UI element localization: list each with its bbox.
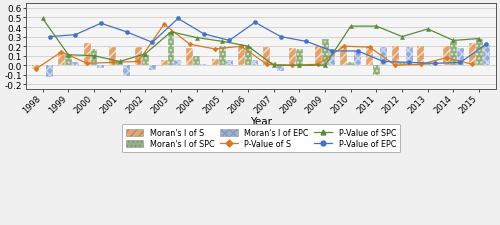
Bar (72, 63, 78, 66)
Bar (193, 56, 200, 66)
Bar (277, 66, 284, 72)
Bar (406, 48, 412, 66)
Bar (270, 63, 277, 66)
Bar (398, 63, 406, 66)
Bar (212, 59, 219, 66)
Bar (373, 66, 380, 75)
Bar (432, 64, 438, 66)
Bar (244, 47, 252, 66)
Bar (476, 39, 482, 66)
Bar (90, 50, 98, 66)
Bar (186, 49, 193, 66)
Bar (450, 42, 457, 66)
Bar (46, 66, 53, 77)
Bar (354, 52, 361, 66)
Bar (289, 49, 296, 66)
Bar (200, 65, 207, 66)
Bar (380, 48, 387, 66)
Bar (366, 47, 373, 66)
Bar (468, 44, 475, 66)
Bar (84, 44, 90, 66)
Bar (116, 62, 123, 66)
Bar (348, 63, 354, 66)
Bar (226, 61, 233, 66)
Bar (58, 53, 65, 66)
Bar (149, 66, 156, 71)
Bar (296, 50, 303, 66)
Bar (238, 47, 244, 66)
Bar (418, 47, 424, 66)
Bar (314, 47, 322, 66)
Bar (457, 49, 464, 66)
Bar (32, 66, 39, 70)
Bar (322, 40, 328, 66)
Bar (264, 48, 270, 66)
X-axis label: Year: Year (250, 117, 272, 126)
Bar (123, 66, 130, 76)
Bar (219, 47, 226, 66)
Bar (340, 47, 347, 66)
Bar (98, 66, 104, 69)
Bar (110, 48, 116, 66)
Bar (424, 64, 432, 66)
Bar (142, 54, 149, 66)
Bar (160, 61, 168, 66)
Bar (174, 60, 182, 66)
Bar (252, 61, 258, 66)
Legend: Moran's I of S, Moran's I of SPC, Moran's I of EPC, P-Value of S, P-Value of SPC: Moran's I of S, Moran's I of SPC, Moran'… (122, 124, 400, 153)
Bar (443, 47, 450, 66)
Bar (328, 50, 336, 66)
Bar (168, 33, 174, 66)
Bar (392, 47, 398, 66)
Bar (135, 48, 142, 66)
Bar (482, 46, 490, 66)
Bar (65, 54, 72, 66)
